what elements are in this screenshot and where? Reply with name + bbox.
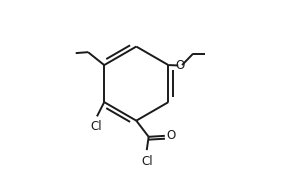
Text: Cl: Cl: [141, 155, 153, 168]
Text: O: O: [167, 129, 176, 142]
Text: Cl: Cl: [90, 120, 102, 133]
Text: O: O: [175, 59, 185, 72]
